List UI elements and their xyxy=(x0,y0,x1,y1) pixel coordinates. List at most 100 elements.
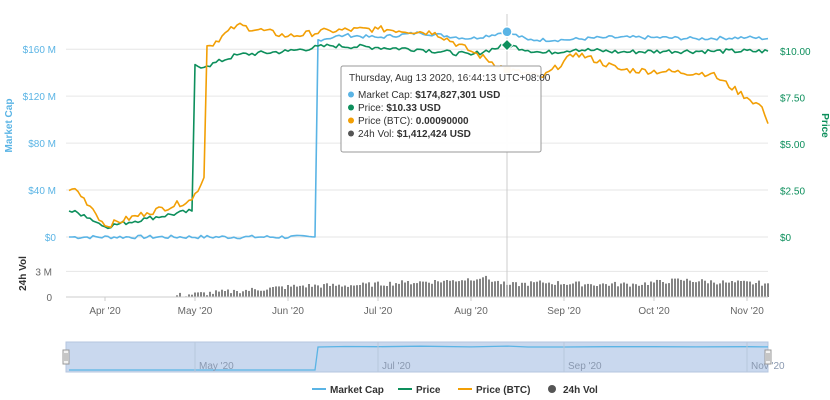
legend-item-24h-vol[interactable]: 24h Vol xyxy=(548,385,598,396)
volume-bar xyxy=(338,284,340,297)
right-axis-tick-2-50: $2.50 xyxy=(780,187,805,198)
tooltip-row-price: Price: $10.33 USD xyxy=(358,103,441,114)
volume-bar xyxy=(521,282,523,297)
volume-bar xyxy=(629,286,631,297)
volume-bar xyxy=(479,278,481,297)
tooltip-row-market-cap: Market Cap: $174,827,301 USD xyxy=(358,90,500,101)
volume-bar xyxy=(194,292,196,297)
tooltip-value-price-btc: 0.00090000 xyxy=(416,116,469,127)
volume-bar xyxy=(563,284,565,297)
legend-item-price-btc[interactable]: Price (BTC) xyxy=(458,385,530,396)
volume-bar xyxy=(368,282,370,297)
volume-bar xyxy=(320,287,322,297)
volume-bar xyxy=(401,280,403,297)
volume-bar xyxy=(239,293,241,297)
volume-bar xyxy=(212,293,214,297)
range-navigator[interactable]: May '20 Jul '20 Sep '20 Nov '20 xyxy=(62,341,785,373)
navigator-tick-jul-20: Jul '20 xyxy=(382,361,411,372)
volume-bar xyxy=(383,285,385,297)
volume-bar xyxy=(488,279,490,297)
volume-bar xyxy=(731,281,733,297)
volume-bar xyxy=(278,286,280,297)
volume-bar xyxy=(662,282,664,297)
volume-bar xyxy=(218,291,220,297)
volume-bar xyxy=(290,286,292,297)
navigator-left-handle[interactable] xyxy=(62,349,70,365)
legend-label-price-btc: Price (BTC) xyxy=(476,385,530,396)
right-axis-tick-10-00: $10.00 xyxy=(780,47,811,58)
volume-bar xyxy=(209,291,211,297)
volume-bar xyxy=(557,281,559,297)
x-axis-tick-oct-20: Oct '20 xyxy=(638,306,670,317)
tooltip-label-price-btc: Price (BTC): xyxy=(358,116,416,127)
volume-bar xyxy=(632,283,634,297)
volume-bar xyxy=(719,283,721,297)
navigator-tick-may-20: May '20 xyxy=(199,361,234,372)
volume-bar xyxy=(716,284,718,297)
volume-bar xyxy=(737,280,739,297)
volume-bar xyxy=(758,280,760,297)
volume-bar xyxy=(455,281,457,297)
volume-bar xyxy=(668,283,670,297)
volume-bar xyxy=(389,281,391,297)
volume-bar xyxy=(512,282,514,297)
volume-bar xyxy=(410,284,412,297)
volume-bar xyxy=(467,278,469,297)
left-axis-title: Market Cap xyxy=(4,99,15,153)
volume-bar xyxy=(677,278,679,297)
volume-bar xyxy=(647,285,649,297)
volume-bar xyxy=(398,283,400,297)
legend-item-market-cap[interactable]: Market Cap xyxy=(312,385,384,396)
volume-bar xyxy=(611,283,613,297)
volume-bar xyxy=(440,282,442,297)
volume-bar xyxy=(686,278,688,297)
volume-bar xyxy=(581,286,583,297)
volume-bar xyxy=(698,281,700,297)
volume-bar xyxy=(206,295,208,297)
x-axis-tick-aug-20: Aug '20 xyxy=(454,306,488,317)
volume-bar xyxy=(377,281,379,297)
volume-bar xyxy=(596,286,598,297)
volume-bar xyxy=(749,281,751,297)
right-axis-title: Price xyxy=(819,113,830,138)
tooltip-label-24h-vol: 24h Vol: xyxy=(358,129,397,140)
volume-bar xyxy=(494,281,496,297)
volume-bar xyxy=(428,282,430,297)
volume-bar xyxy=(269,287,271,297)
tooltip-row-price-btc: Price (BTC): 0.00090000 xyxy=(358,116,469,127)
volume-bar xyxy=(221,289,223,297)
volume-bar xyxy=(704,280,706,297)
legend-label-price: Price xyxy=(416,385,441,396)
volume-bar xyxy=(188,294,190,297)
volume-bar xyxy=(764,283,766,297)
tooltip-value-24h-vol: $1,412,424 USD xyxy=(397,129,471,140)
volume-bar xyxy=(446,280,448,297)
volume-bar xyxy=(542,282,544,297)
navigator-series-market-cap xyxy=(69,345,769,371)
volume-bar xyxy=(635,284,637,297)
legend-item-price[interactable]: Price xyxy=(398,385,441,396)
tooltip-label-market-cap: Market Cap: xyxy=(358,90,415,101)
navigator-tick-nov-20: Nov '20 xyxy=(751,361,785,372)
volume-bar xyxy=(560,284,562,297)
volume-bar xyxy=(287,285,289,297)
navigator-right-handle[interactable] xyxy=(764,349,772,365)
volume-bar xyxy=(347,286,349,297)
volume-bar xyxy=(200,292,202,297)
volume-bar xyxy=(362,282,364,297)
volume-bar xyxy=(230,293,232,297)
left-axis-tick-160-m: $160 M xyxy=(23,45,56,56)
volume-bar xyxy=(425,281,427,297)
volume-bar xyxy=(761,285,763,297)
volume-bar xyxy=(644,282,646,297)
volume-bar xyxy=(431,283,433,297)
volume-bar xyxy=(497,280,499,297)
x-axis-tick-nov-20: Nov '20 xyxy=(730,306,764,317)
volume-bar xyxy=(503,281,505,297)
left-axis-tick-120-m: $120 M xyxy=(23,92,56,103)
volume-bar xyxy=(356,285,358,297)
volume-bar xyxy=(257,290,259,297)
volume-bar xyxy=(722,280,724,297)
volume-bar xyxy=(179,292,181,297)
volume-bar xyxy=(638,285,640,297)
